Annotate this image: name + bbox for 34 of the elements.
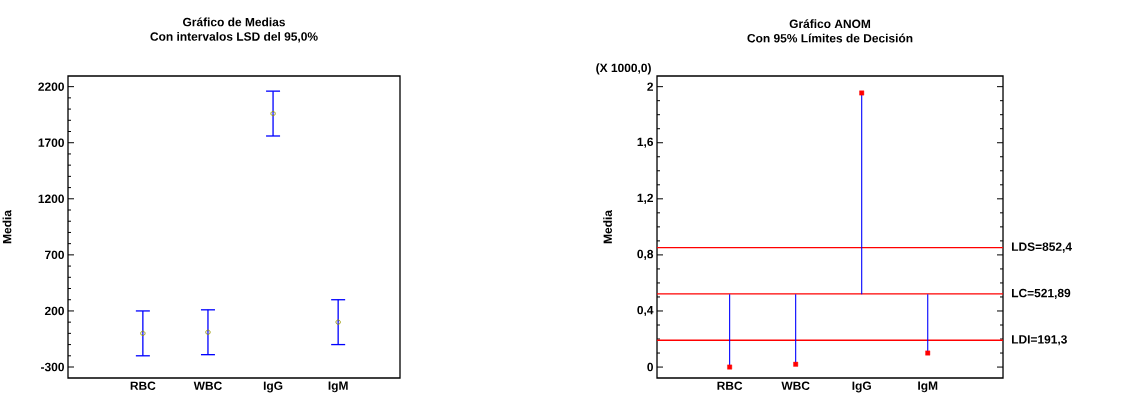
y-tick-label: 0	[647, 362, 653, 372]
text: (X 1000,0)	[596, 63, 651, 75]
y-tick-label: 1,6	[637, 137, 654, 148]
y-tick-label: 1200	[38, 194, 64, 204]
y-tick-label: 0,4	[637, 305, 654, 317]
x-tick-label: IgM	[328, 381, 348, 393]
y-axis-title: Media	[2, 209, 12, 244]
x-tick-label: WBC	[781, 381, 810, 390]
point	[335, 319, 341, 325]
y-axis-title: Media	[603, 209, 612, 244]
x-tick-label: IgG	[263, 381, 283, 393]
ref-line-label: LDS=852,4	[1012, 242, 1072, 253]
point	[205, 329, 211, 335]
chart-subtitle: Con intervalos LSD del 95,0%	[150, 31, 318, 43]
ref-line-label: LC=521,89	[1012, 288, 1071, 299]
chart-subtitle: Con 95% Límites de Decisión	[747, 33, 913, 43]
x-tick-label: IgM	[918, 381, 938, 393]
point	[140, 330, 146, 337]
y-tick-label: 1,2	[637, 193, 654, 204]
chart-title: Gráfico ANOM	[789, 19, 871, 29]
y-tick-label: 2200	[38, 82, 64, 91]
x-tick-label: RBC	[717, 381, 743, 390]
y-tick-label: -300	[41, 362, 64, 372]
chart-title: Gráfico de Medias	[183, 17, 285, 27]
point	[270, 110, 276, 117]
y-tick-label: 1700	[38, 138, 64, 147]
y-tick-label: 200	[44, 306, 64, 316]
y-tick-label: 0,8	[637, 249, 654, 260]
x-tick-label: WBC	[193, 381, 222, 390]
ref-line-label: LDI=191,3	[1012, 335, 1067, 346]
x-tick-label: IgG	[852, 381, 871, 393]
y-tick-label: 2	[647, 82, 654, 91]
x-tick-label: RBC	[130, 381, 156, 390]
y-tick-label: 700	[45, 250, 64, 260]
